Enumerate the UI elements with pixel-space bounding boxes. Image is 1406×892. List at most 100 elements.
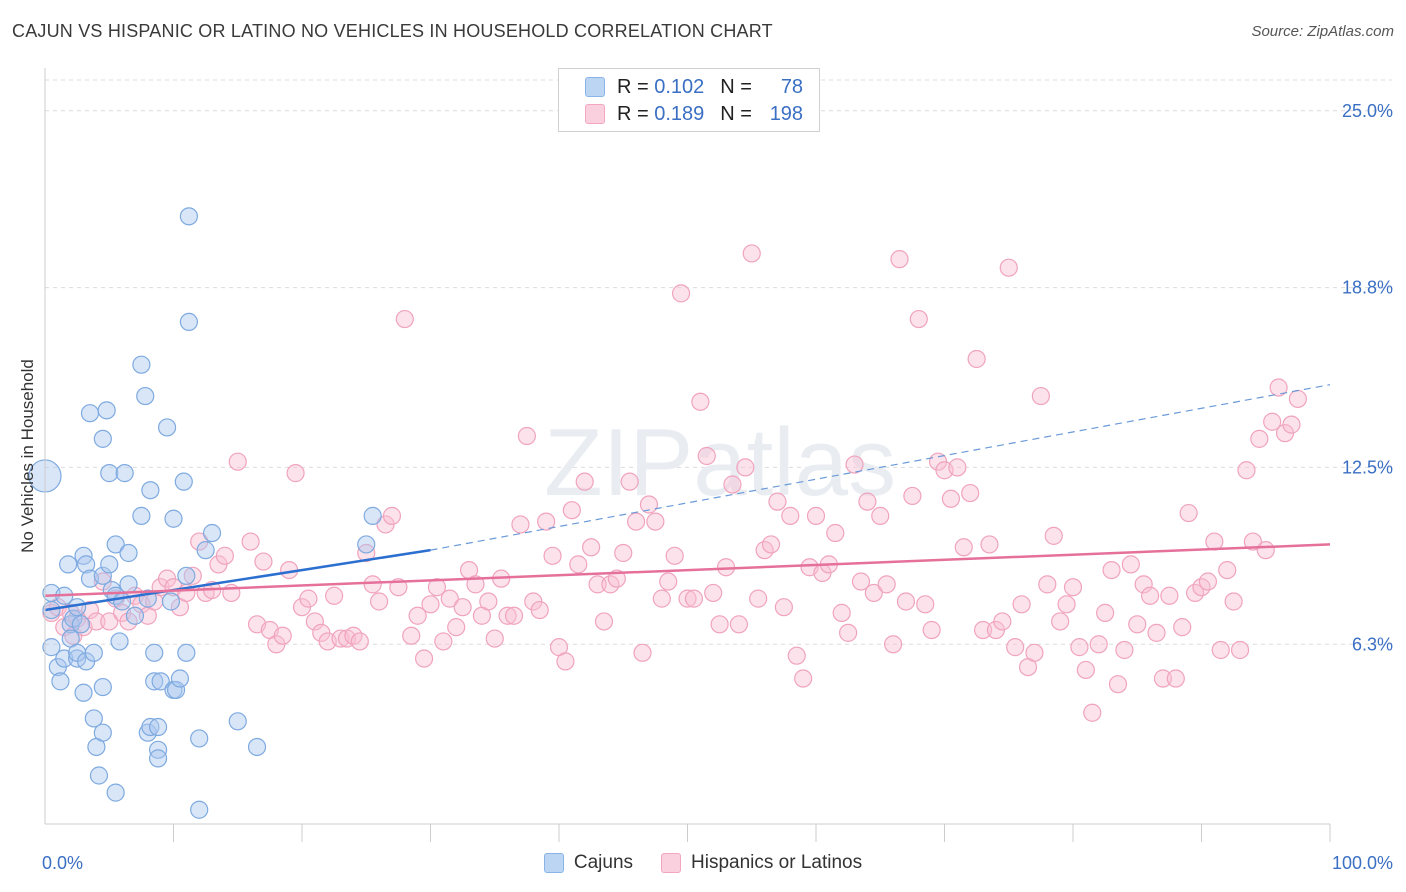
hispanic-point [858, 492, 877, 511]
cajun-point [166, 680, 186, 700]
hispanic-point [729, 615, 749, 634]
cajun-point [89, 766, 109, 785]
hispanic-point [736, 458, 755, 477]
cajun-point [51, 672, 70, 691]
hispanic-swatch [661, 853, 682, 873]
watermark: ZIPatlas [544, 409, 896, 516]
hispanic-point [993, 612, 1012, 631]
hispanic-point [556, 652, 575, 671]
legend-label: Cajuns [573, 852, 634, 873]
hispanic-point [922, 620, 941, 640]
grid-lines [45, 79, 1392, 645]
cajun-point [84, 709, 103, 728]
cajun-point [106, 535, 125, 554]
cajun-point [93, 429, 112, 448]
cajun-point [161, 592, 181, 611]
legend-item-hispanics: Hispanics or Latinos [661, 852, 862, 874]
hispanic-point [575, 472, 594, 491]
cajun-point [177, 566, 196, 585]
cajun-point [202, 523, 222, 543]
hispanic-point [768, 492, 787, 511]
cajun-point [177, 643, 196, 662]
hispanic-point [440, 589, 459, 608]
y-tick-label: 6.3% [1352, 634, 1393, 654]
hispanic-point [363, 575, 382, 594]
y-tick-labels: 6.3% 12.5% 18.8% 25.0% [1342, 101, 1393, 654]
hispanic-point [434, 632, 453, 651]
hispanic-point [1128, 615, 1147, 634]
hispanic-point [517, 426, 536, 446]
hispanic-point [626, 512, 646, 531]
hispanic-point [973, 620, 993, 640]
hispanic-point [691, 392, 710, 411]
cajun-points [28, 207, 382, 819]
cajun-swatch [543, 853, 564, 873]
hispanic-point [1076, 660, 1095, 680]
hispanic-point [794, 669, 813, 688]
hispanic-point [684, 589, 704, 608]
hispanic-point [215, 546, 234, 565]
hispanic-point [1153, 669, 1173, 688]
cajun-point [190, 729, 209, 748]
cajun-trend-extension [430, 384, 1331, 551]
hispanic-point [845, 455, 864, 474]
cajun-point [42, 638, 61, 657]
cajun-point [100, 555, 119, 574]
hispanic-point [511, 515, 530, 534]
trend-lines [44, 384, 1331, 612]
hispanic-point [543, 546, 562, 565]
hispanic-point [646, 512, 665, 531]
hispanic-point [1063, 578, 1083, 597]
hispanic-point [909, 309, 928, 329]
cajun-point [145, 672, 164, 691]
y-tick-label: 18.8% [1342, 278, 1393, 298]
hispanic-point [382, 506, 402, 525]
hispanic-point [1108, 675, 1128, 694]
hispanic-point [954, 538, 973, 557]
hispanic-point [447, 618, 466, 637]
legend-n-label: N = [720, 102, 752, 125]
hispanic-trend-line [44, 543, 1331, 598]
hispanic-point [877, 575, 896, 594]
hispanic-point [504, 606, 524, 625]
hispanic-point [742, 244, 761, 263]
hispanic-point [1031, 386, 1050, 406]
x-tick-label: 100.0% [1332, 853, 1393, 873]
cajun-point [132, 506, 151, 525]
hispanic-point [1256, 541, 1275, 560]
hispanic-point [826, 523, 845, 543]
hispanic-point [1102, 560, 1121, 580]
hispanic-point [562, 501, 581, 520]
hispanic-point [588, 575, 607, 594]
hispanic-point [1057, 595, 1076, 614]
hispanic-point [87, 612, 106, 631]
hispanic-point [1012, 595, 1031, 614]
cajun-point [77, 555, 96, 574]
cajun-point [106, 783, 125, 802]
cajun-point [196, 541, 215, 560]
hispanic-point [325, 586, 344, 605]
hispanic-point [1237, 461, 1256, 480]
hispanic-point [864, 583, 883, 603]
hispanic-point [916, 595, 935, 614]
hispanic-point [761, 535, 781, 554]
hispanic-point [1089, 635, 1108, 654]
hispanic-point [370, 592, 389, 611]
legend-n-label: N = [720, 75, 752, 98]
cajun-point [363, 506, 382, 525]
hispanic-point [479, 592, 498, 611]
hispanic-point [999, 258, 1018, 277]
cajun-point [174, 472, 193, 491]
hispanic-point [1269, 378, 1288, 397]
hispanic-point [228, 452, 247, 471]
hispanic-point [1173, 618, 1192, 637]
hispanic-point [183, 566, 202, 585]
cajun-point [164, 509, 183, 528]
cajun-point [125, 606, 145, 625]
hispanic-point [659, 572, 678, 591]
hispanic-point [530, 600, 549, 620]
hispanic-point [594, 612, 614, 631]
hispanic-point [254, 552, 273, 571]
hispanic-point [1140, 586, 1160, 605]
